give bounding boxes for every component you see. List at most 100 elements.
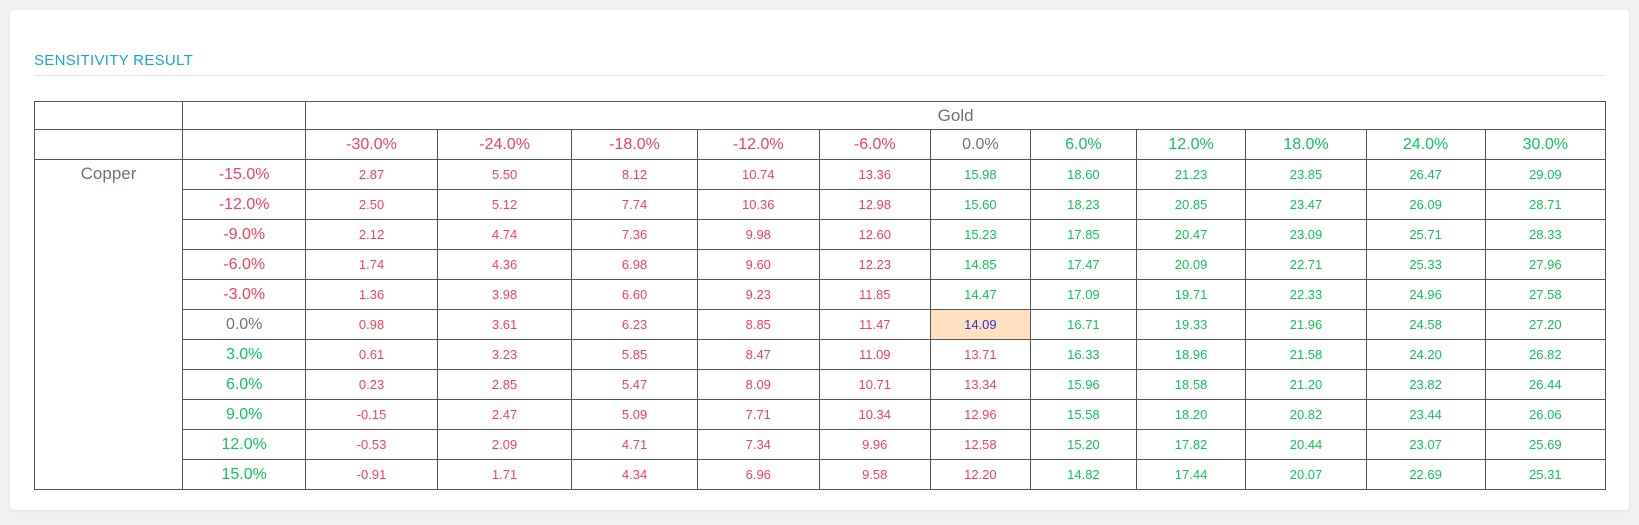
copper-header-cell: 15.0%: [182, 459, 307, 490]
table-cell: 20.85: [1135, 189, 1247, 220]
corner-cell: [33, 129, 184, 160]
table-cell: 4.74: [436, 219, 573, 250]
table-cell: 5.85: [571, 339, 698, 370]
table-cell: 12.23: [818, 249, 931, 280]
card-title: SENSITIVITY RESULT: [34, 52, 194, 69]
table-cell: 13.71: [929, 339, 1032, 370]
table-cell: 8.12: [571, 159, 698, 190]
table-cell: 25.33: [1365, 249, 1486, 280]
table-cell: 5.47: [571, 369, 698, 400]
table-cell: 8.09: [696, 369, 820, 400]
table-cell: 4.34: [571, 459, 698, 490]
table-cell: -0.15: [305, 399, 438, 430]
table-cell: 26.06: [1484, 399, 1607, 430]
table-cell: 16.33: [1030, 339, 1137, 370]
table-cell: 2.87: [305, 159, 438, 190]
header-row-axis: Gold: [33, 101, 1606, 130]
table-cell: 9.96: [818, 429, 931, 460]
corner-cell: [33, 101, 184, 130]
table-cell: 24.58: [1365, 309, 1486, 340]
table-cell: 12.58: [929, 429, 1032, 460]
gold-axis-label: Gold: [305, 101, 1606, 130]
table-cell: 14.82: [1030, 459, 1137, 490]
copper-header-cell: -6.0%: [182, 249, 307, 280]
table-cell: 23.07: [1365, 429, 1486, 460]
header-row-values: -30.0% -24.0% -18.0% -12.0% -6.0% 0.0% 6.0% 12.…: [33, 129, 1607, 160]
table-cell: 15.20: [1030, 429, 1137, 460]
copper-header-cell: -15.0%: [182, 159, 307, 190]
table-row: 0.0% 0.98 3.61 6.23 8.85 11.47 14.09 16.71 19.33…: [35, 309, 1607, 340]
table-cell: 7.74: [571, 189, 698, 220]
table-cell: 24.96: [1365, 279, 1486, 310]
copper-axis-label: Copper: [33, 159, 184, 490]
gold-header-cell: -30.0%: [305, 129, 438, 160]
gold-header-cell: -24.0%: [436, 129, 573, 160]
table-cell: 4.36: [436, 249, 573, 280]
table-cell: 6.96: [696, 459, 820, 490]
table-cell: 18.20: [1135, 399, 1247, 430]
table-cell: 28.33: [1484, 219, 1607, 250]
table-cell: 23.44: [1365, 399, 1486, 430]
corner-cell: [182, 129, 307, 160]
table-cell: 3.61: [436, 309, 573, 340]
table-cell: 6.60: [571, 279, 698, 310]
table-cell: 8.85: [696, 309, 820, 340]
copper-header-cell: -12.0%: [182, 189, 307, 220]
table-cell: 5.12: [436, 189, 573, 220]
table-cell: 22.71: [1245, 249, 1367, 280]
table-cell: 17.47: [1030, 249, 1137, 280]
table-cell: 26.44: [1484, 369, 1607, 400]
table-cell: 18.58: [1135, 369, 1247, 400]
table-cell: 19.71: [1135, 279, 1247, 310]
table-cell: 23.09: [1245, 219, 1367, 250]
table-row: 12.0% -0.53 2.09 4.71 7.34 9.96 12.58 15.20 17.8…: [35, 429, 1607, 460]
table-row: -12.0% 2.50 5.12 7.74 10.36 12.98 15.60 18.23 20…: [35, 189, 1607, 220]
copper-header-cell: 0.0%: [182, 309, 307, 340]
table-cell: 2.50: [305, 189, 438, 220]
table-cell: 1.36: [305, 279, 438, 310]
table-cell: 1.71: [436, 459, 573, 490]
corner-cell: [182, 101, 307, 130]
table-cell: 9.58: [818, 459, 931, 490]
table-cell: 15.60: [929, 189, 1032, 220]
table-cell: 3.23: [436, 339, 573, 370]
table-cell: -0.91: [305, 459, 438, 490]
table-cell: 4.71: [571, 429, 698, 460]
table-cell: 7.34: [696, 429, 820, 460]
table-cell: 27.20: [1484, 309, 1607, 340]
table-cell: 25.31: [1484, 459, 1607, 490]
sensitivity-card: SENSITIVITY RESULT Gold: [10, 10, 1629, 510]
table-cell: 21.23: [1135, 159, 1247, 190]
gold-header-cell: 24.0%: [1365, 129, 1486, 160]
table-cell: 2.09: [436, 429, 573, 460]
table-cell: 18.60: [1030, 159, 1137, 190]
table-cell: 12.60: [818, 219, 931, 250]
table-cell: 11.85: [818, 279, 931, 310]
table-cell: 5.09: [571, 399, 698, 430]
table-cell: 18.96: [1135, 339, 1247, 370]
table-cell: 23.47: [1245, 189, 1367, 220]
table-cell: 18.23: [1030, 189, 1137, 220]
base-case-cell: 14.09: [929, 309, 1032, 340]
table-cell: 9.98: [696, 219, 820, 250]
table-cell: 16.71: [1030, 309, 1137, 340]
table-cell: 27.58: [1484, 279, 1607, 310]
gold-header-cell: 6.0%: [1030, 129, 1137, 160]
table-cell: 26.09: [1365, 189, 1486, 220]
table-cell: 7.71: [696, 399, 820, 430]
table-cell: 22.33: [1245, 279, 1367, 310]
gold-header-cell: -12.0%: [696, 129, 820, 160]
table-cell: 15.58: [1030, 399, 1137, 430]
table-cell: 14.47: [929, 279, 1032, 310]
table-cell: 10.74: [696, 159, 820, 190]
table-cell: 13.34: [929, 369, 1032, 400]
table-cell: 17.82: [1135, 429, 1247, 460]
table-row: 6.0% 0.23 2.85 5.47 8.09 10.71 13.34 15.96 18.58…: [35, 369, 1607, 400]
table-cell: 2.85: [436, 369, 573, 400]
table-cell: 12.96: [929, 399, 1032, 430]
gold-header-cell: 30.0%: [1484, 129, 1607, 160]
table-cell: 22.69: [1365, 459, 1486, 490]
table-cell: -0.53: [305, 429, 438, 460]
table-cell: 24.20: [1365, 339, 1486, 370]
table-cell: 25.71: [1365, 219, 1486, 250]
